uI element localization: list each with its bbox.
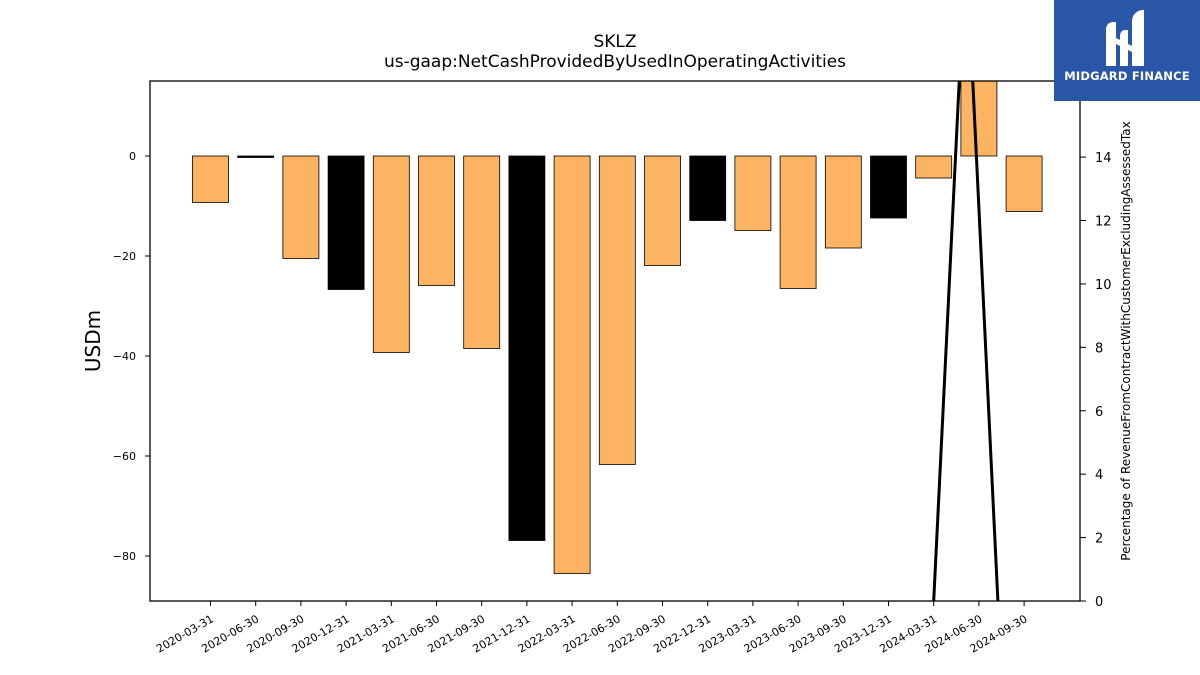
y-tick-label: −80 (113, 550, 136, 563)
bar-2020-12-31 (327, 155, 365, 290)
bar-2024-03-31 (915, 155, 953, 179)
y2-tick-label: 8 (1095, 341, 1103, 356)
bar-2024-06-30 (960, 81, 998, 157)
chart-subtitle: us-gaap:NetCashProvidedByUsedInOperating… (383, 52, 847, 72)
y-tick-label: 0 (129, 150, 136, 163)
bar-2020-03-31 (192, 155, 229, 203)
bar-2022-06-30 (598, 155, 636, 465)
bar-2023-12-31 (870, 155, 907, 219)
bar-2022-09-30 (644, 155, 681, 266)
brand-name: MIDGARD FINANCE (1064, 69, 1190, 83)
right-y-axis: 0 2 4 6 8 10 12 14 (1080, 151, 1112, 610)
bar-2021-06-30 (418, 155, 455, 286)
y2-tick-label: 0 (1095, 595, 1103, 610)
bar-2022-03-31 (553, 155, 591, 574)
bar-2020-09-30 (282, 155, 320, 259)
bar-series (192, 81, 1043, 574)
bar-2023-09-30 (824, 155, 862, 249)
x-axis: 2020-03-312020-06-302020-09-302020-12-31… (154, 601, 1030, 656)
y2-tick-label: 2 (1095, 532, 1103, 547)
bar-2023-06-30 (779, 155, 817, 289)
bar-2021-12-31 (508, 155, 546, 541)
bar-2023-03-31 (734, 155, 772, 231)
bar-2022-12-31 (689, 155, 727, 221)
brand-logo: MIDGARD FINANCE (1054, 0, 1200, 101)
y2-tick-label: 10 (1095, 278, 1112, 293)
bar-2021-03-31 (372, 155, 410, 353)
percentage-line (932, 81, 1000, 601)
plot-frame (149, 80, 1081, 602)
y-tick-label: −60 (113, 450, 136, 463)
bar-2024-09-30 (1005, 155, 1043, 212)
percentage-line-series (932, 81, 1000, 601)
y2-tick-label: 14 (1095, 151, 1112, 166)
midgard-logo-icon (1106, 10, 1144, 66)
y2-tick-label: 12 (1095, 215, 1112, 230)
y2-tick-label: 6 (1095, 405, 1103, 420)
right-y-axis-label: Percentage of RevenueFromContractWithCus… (1119, 121, 1133, 560)
chart-title: SKLZ (593, 32, 637, 52)
bar-2021-09-30 (463, 155, 501, 349)
y-tick-label: −20 (113, 250, 136, 263)
y-tick-label: −40 (113, 350, 136, 363)
bar-2020-06-30 (237, 155, 275, 158)
left-y-axis: 0 −20 −40 −60 −80 (113, 150, 150, 563)
y-axis-label: USDm (81, 310, 105, 372)
y2-tick-label: 4 (1095, 468, 1103, 483)
